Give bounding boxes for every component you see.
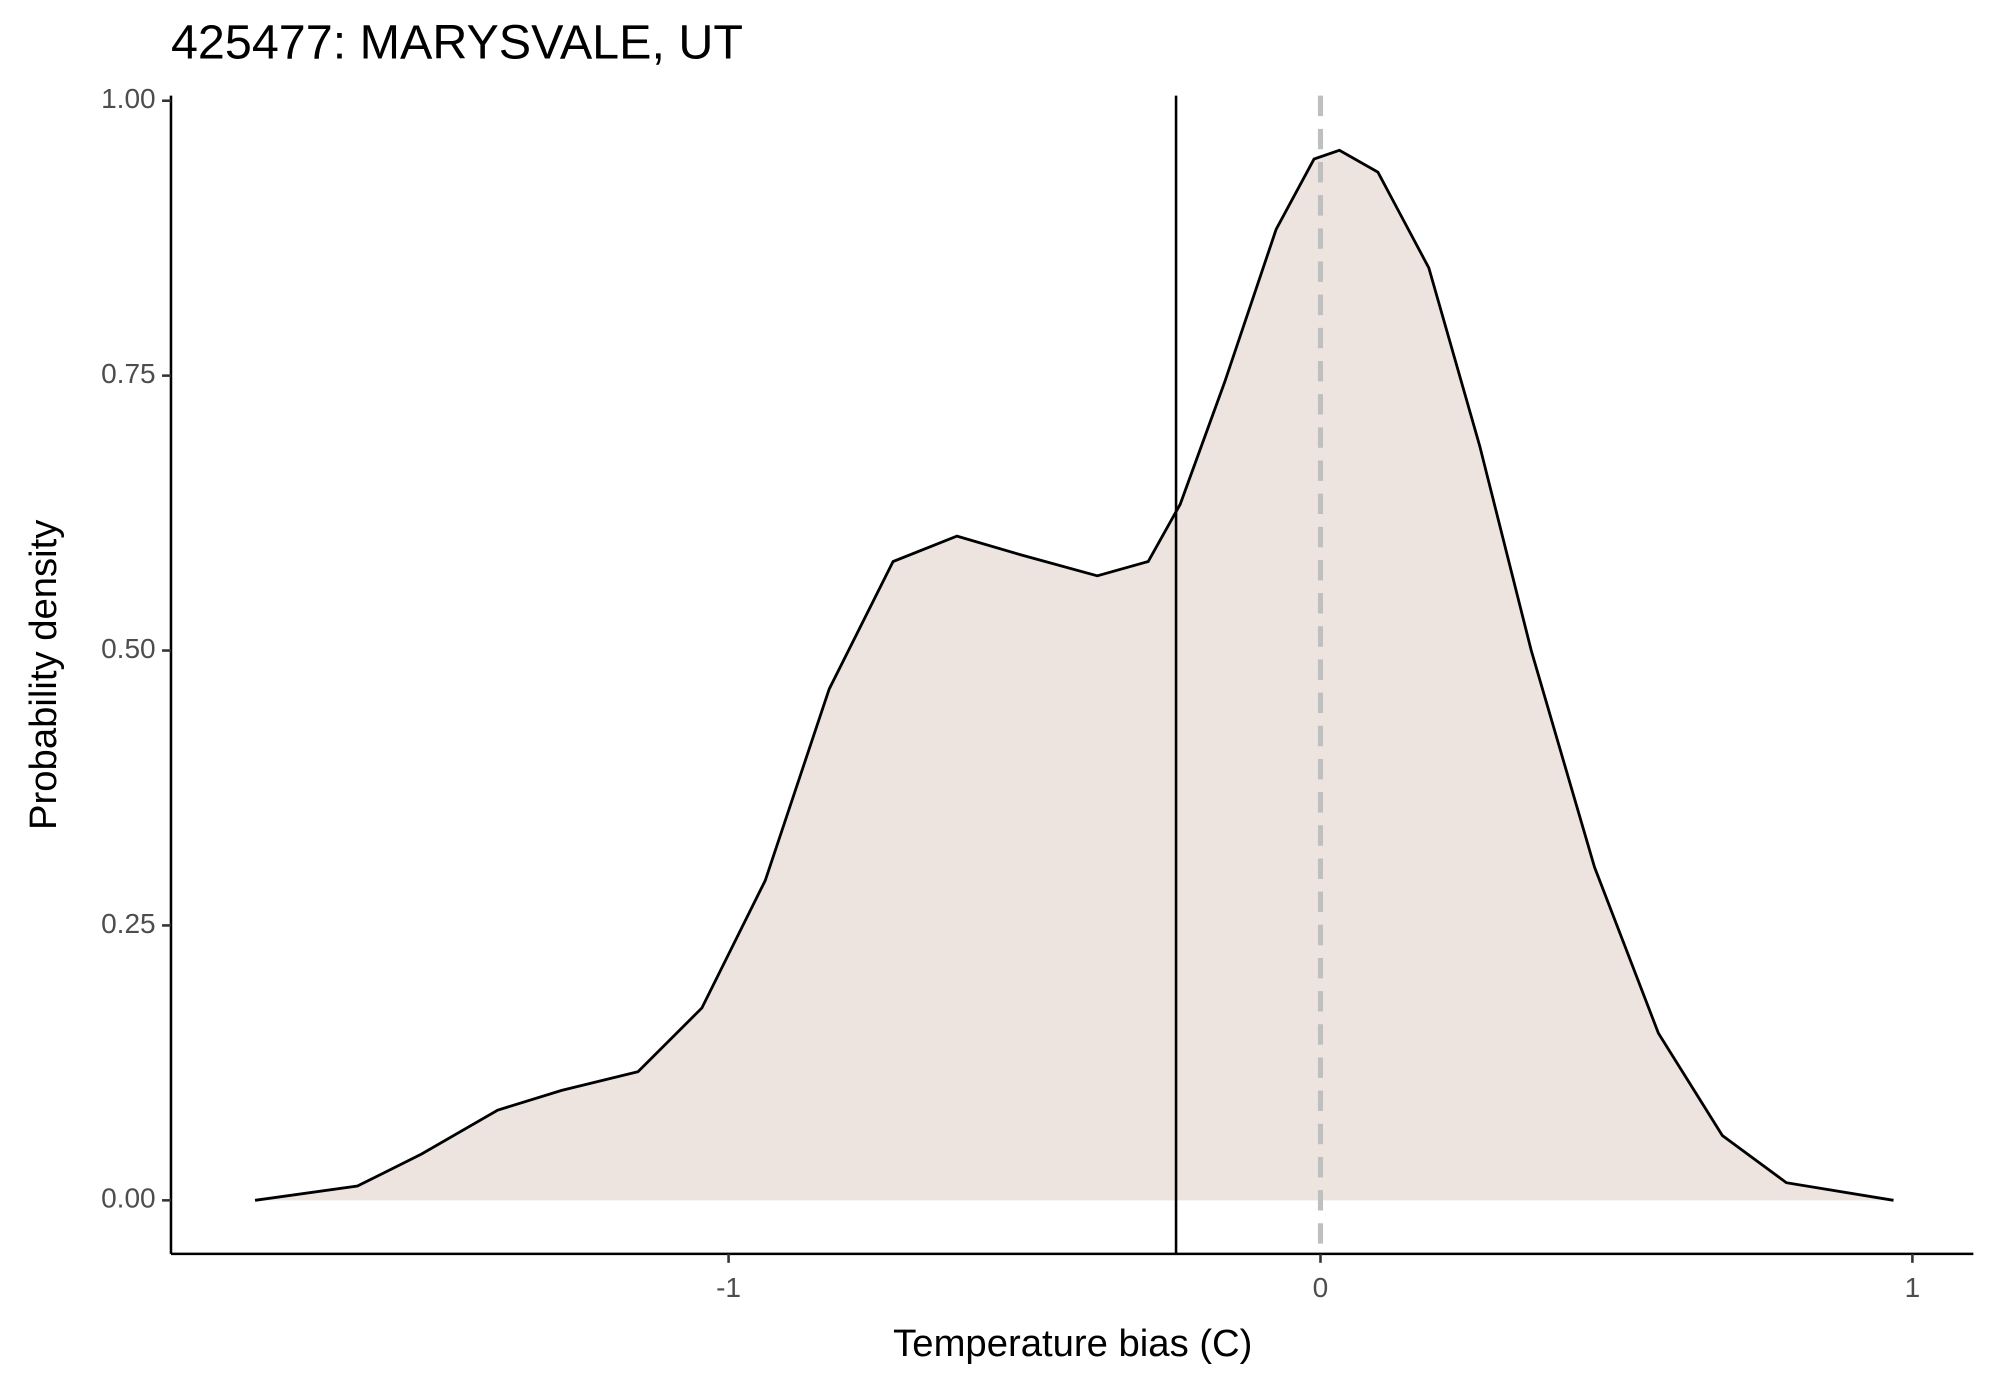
y-tick-label: 1.00	[101, 83, 156, 114]
y-axis-title: Probability density	[22, 519, 65, 830]
y-tick-label: 0.50	[101, 633, 156, 664]
density-area	[255, 150, 1894, 1201]
chart-title: 425477: MARYSVALE, UT	[171, 16, 743, 70]
x-tick-label: 0	[1313, 1272, 1329, 1303]
x-tick-label: -1	[716, 1272, 741, 1303]
y-tick-label: 0.75	[101, 358, 156, 389]
x-axis-title: Temperature bias (C)	[893, 1322, 1252, 1365]
x-tick-label: 1	[1905, 1272, 1921, 1303]
y-tick-label: 0.25	[101, 908, 156, 939]
y-tick-label: 0.00	[101, 1183, 156, 1214]
density-line	[254, 148, 1894, 1202]
